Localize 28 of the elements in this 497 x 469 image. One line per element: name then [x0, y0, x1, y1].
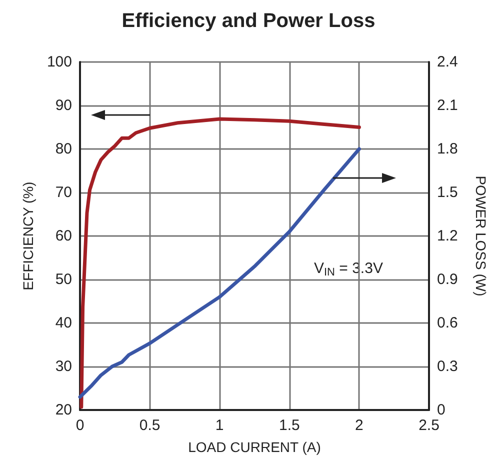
y2-tick-label: 2.4	[437, 54, 458, 70]
x-tick-label: 0	[76, 417, 84, 434]
x-tick-label: 2.5	[418, 417, 440, 434]
y-tick-label: 40	[55, 314, 72, 332]
y-tick-label: 80	[55, 140, 72, 158]
y2-tick-label: 1.2	[437, 228, 458, 244]
x-tick-label: 0.5	[139, 417, 160, 434]
y-tick-label: 70	[55, 184, 72, 201]
y-tick-label: 100	[46, 54, 72, 70]
y2-tick-label: 0.6	[437, 314, 458, 332]
y-tick-label: 50	[55, 271, 72, 288]
chart-title: Efficiency and Power Loss	[122, 10, 376, 32]
y-axis-title: EFFICIENCY (%)	[20, 182, 36, 290]
y2-tick-label: 0	[437, 402, 446, 418]
y-tick-label: 90	[55, 97, 72, 114]
x-tick-label: 2	[355, 417, 364, 434]
y-tick-label: 20	[55, 402, 72, 418]
x-tick-label: 1.5	[278, 417, 300, 434]
x-axis-title: LOAD CURRENT (A)	[188, 439, 321, 455]
y-tick-label: 60	[55, 228, 72, 244]
y2-tick-label: 0.9	[437, 271, 458, 288]
y2-tick-label: 1.8	[437, 140, 458, 158]
y-tick-label: 30	[55, 358, 72, 375]
y2-tick-label: 1.5	[437, 184, 458, 201]
y2-tick-label: 0.3	[437, 358, 458, 375]
x-tick-label: 1	[215, 417, 224, 434]
y2-tick-label: 2.1	[437, 97, 458, 114]
y2-axis-title: POWER LOSS (W)	[473, 176, 489, 296]
